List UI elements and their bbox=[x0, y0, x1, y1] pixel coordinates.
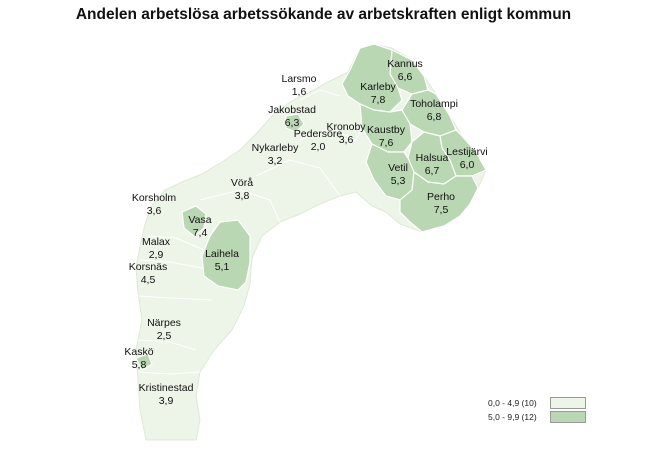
label-name-laihela: Laihela bbox=[205, 248, 239, 260]
municipality-borders bbox=[137, 89, 363, 375]
legend-label-low: 0,0 - 4,9 (10) bbox=[488, 397, 537, 408]
area-laihela bbox=[201, 219, 251, 291]
label-name-vetil: Vetil bbox=[388, 162, 408, 174]
area-vasa bbox=[181, 205, 207, 237]
label-value-jakobstad: 6,3 bbox=[285, 117, 300, 129]
border-narpes bbox=[137, 339, 197, 351]
label-name-malax: Malax bbox=[142, 236, 171, 248]
label-name-korsnas: Korsnäs bbox=[129, 261, 168, 273]
border-pedersore bbox=[299, 127, 363, 141]
area-perho bbox=[399, 170, 479, 233]
legend-item-high: 5,0 - 9,9 (12) bbox=[488, 410, 586, 423]
label-value-vasa: 7,4 bbox=[193, 227, 208, 239]
label-name-nykarleby: Nykarleby bbox=[252, 142, 299, 154]
map-title: Andelen arbetslösa arbetssökande av arbe… bbox=[75, 6, 572, 23]
border-larsmo bbox=[299, 89, 341, 101]
label-name-kaustby: Kaustby bbox=[367, 124, 406, 136]
border-nykarleby bbox=[255, 159, 341, 197]
label-value-kaustby: 7,6 bbox=[379, 137, 394, 149]
label-value-narpes: 2,5 bbox=[157, 330, 172, 342]
label-value-laihela: 5,1 bbox=[215, 261, 230, 273]
label-value-kasko: 5,8 bbox=[132, 359, 147, 371]
border-kristinestad bbox=[137, 371, 201, 375]
label-value-kannus: 6,6 bbox=[398, 71, 413, 83]
legend-swatch-high bbox=[550, 410, 586, 423]
label-name-kronoby: Kronoby bbox=[326, 121, 366, 133]
label-value-malax: 2,9 bbox=[149, 249, 164, 261]
label-value-korsnas: 4,5 bbox=[141, 274, 156, 286]
label-value-korsholm: 3,6 bbox=[147, 205, 162, 217]
map-legend: 0,0 - 4,9 (10) 5,0 - 9,9 (12) bbox=[488, 396, 586, 424]
label-value-perho: 7,5 bbox=[434, 204, 449, 216]
label-name-perho: Perho bbox=[427, 191, 455, 203]
border-korsholm bbox=[147, 235, 205, 251]
label-name-vasa: Vasa bbox=[188, 214, 211, 226]
area-kasko bbox=[135, 353, 153, 371]
label-name-jakobstad: Jakobstad bbox=[268, 104, 316, 116]
label-name-kasko: Kaskö bbox=[124, 346, 153, 358]
label-value-kristinestad: 3,9 bbox=[159, 395, 174, 407]
border-vora bbox=[199, 189, 281, 223]
label-name-karleby: Karleby bbox=[360, 81, 396, 93]
legend-swatch-low bbox=[550, 396, 586, 409]
label-name-lestijarvi: Lestijärvi bbox=[446, 146, 487, 158]
label-value-halsua: 6,7 bbox=[425, 165, 440, 177]
legend-item-low: 0,0 - 4,9 (10) bbox=[488, 396, 586, 409]
label-value-kronoby: 3,6 bbox=[339, 134, 354, 146]
border-korsnas bbox=[137, 295, 213, 301]
label-value-toholampi: 6,8 bbox=[427, 111, 442, 123]
label-value-nykarleby: 3,2 bbox=[268, 155, 283, 167]
label-name-toholampi: Toholampi bbox=[410, 98, 458, 110]
label-value-pedersore: 2,0 bbox=[311, 141, 326, 153]
label-name-kannus: Kannus bbox=[387, 58, 423, 70]
label-value-larsmo: 1,6 bbox=[292, 86, 307, 98]
area-karleby bbox=[341, 43, 403, 113]
label-name-vora: Vörå bbox=[231, 177, 253, 189]
label-name-pedersore: Pedersöre bbox=[294, 128, 343, 140]
area-jakobstad bbox=[285, 113, 305, 133]
label-value-karleby: 7,8 bbox=[371, 94, 386, 106]
label-name-kristinestad: Kristinestad bbox=[139, 382, 194, 394]
label-name-larsmo: Larsmo bbox=[281, 73, 316, 85]
label-name-narpes: Närpes bbox=[147, 317, 181, 329]
label-value-lestijarvi: 6,0 bbox=[460, 159, 475, 171]
label-value-vora: 3,8 bbox=[235, 190, 250, 202]
label-name-halsua: Halsua bbox=[416, 152, 449, 164]
legend-label-high: 5,0 - 9,9 (12) bbox=[488, 411, 537, 422]
label-name-korsholm: Korsholm bbox=[132, 192, 177, 204]
label-value-vetil: 5,3 bbox=[391, 175, 406, 187]
border-malax bbox=[139, 259, 203, 269]
